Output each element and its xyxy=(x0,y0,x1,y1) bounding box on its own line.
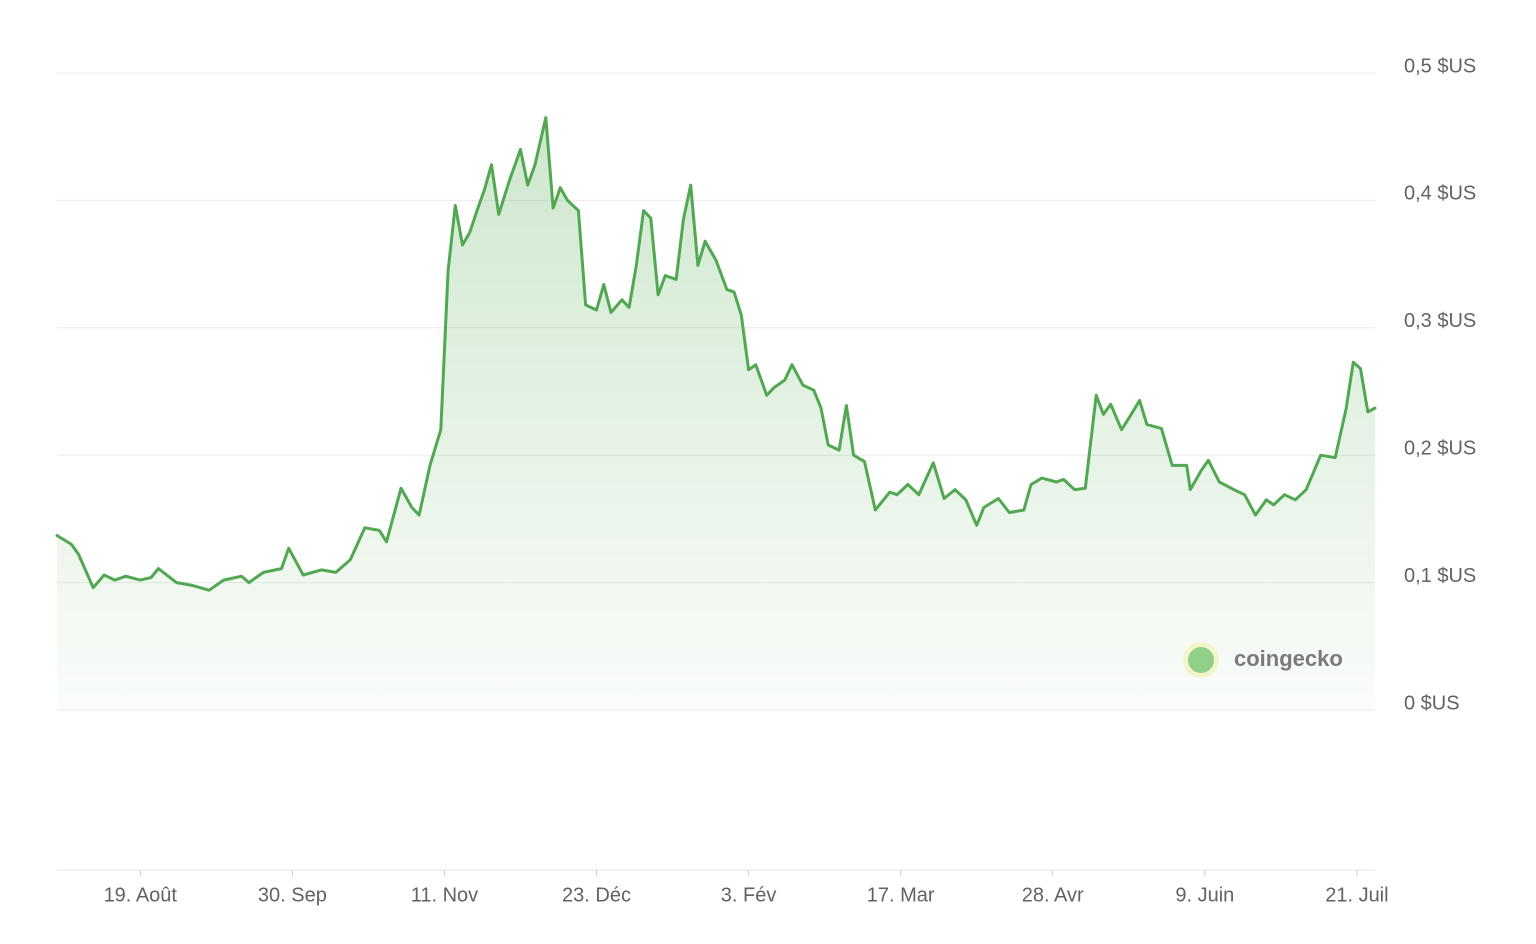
area-fill xyxy=(57,117,1375,711)
watermark: coingecko xyxy=(1183,642,1343,678)
y-tick-label: 0,2 $US xyxy=(1404,437,1476,459)
x-tick-label: 11. Nov xyxy=(411,884,478,906)
y-tick-label: 0 $US xyxy=(1404,692,1460,714)
logo-icon xyxy=(1188,647,1214,673)
x-tick-label: 3. Fév xyxy=(721,884,777,906)
x-tick-label: 30. Sep xyxy=(258,884,327,906)
x-tick-label: 17. Mar xyxy=(867,884,935,906)
labels: 0 $US 0,1 $US 0,2 $US 0,3 $US 0,4 $US 0,5 $US… xyxy=(104,55,1477,906)
plot xyxy=(55,116,1377,711)
y-tick-label: 0,4 $US xyxy=(1404,183,1476,205)
x-tick-label: 9. Juin xyxy=(1175,884,1234,906)
x-tick-label: 21. Juil xyxy=(1325,884,1388,906)
price-line xyxy=(55,116,1377,592)
y-tick-label: 0,3 $US xyxy=(1404,310,1476,332)
y-tick-label: 0,1 $US xyxy=(1404,565,1476,587)
x-tick-label: 28. Avr xyxy=(1022,884,1084,906)
x-tick-label: 19. Août xyxy=(104,884,178,906)
y-tick-label: 0,5 $US xyxy=(1404,55,1476,77)
x-tick-label: 23. Déc xyxy=(562,884,631,906)
watermark-text: coingecko xyxy=(1234,646,1343,671)
